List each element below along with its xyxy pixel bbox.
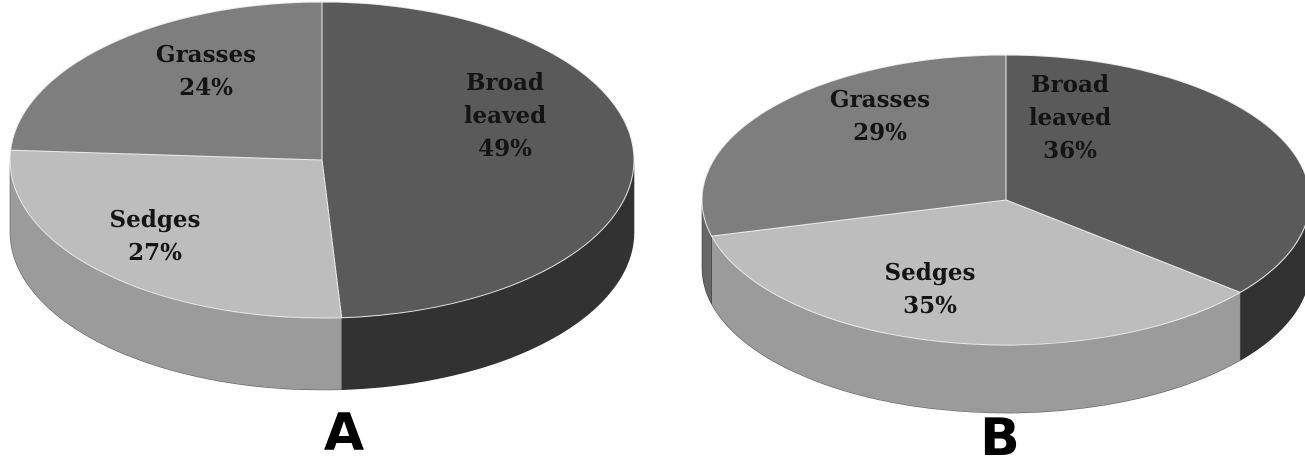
slice-label-line: Sedges — [885, 259, 976, 286]
pie-slice-sedges — [9, 149, 343, 319]
pie-slice-broad-leaved — [1005, 54, 1305, 293]
pie-chart-b: Broad leaved 36% Sedges 35% Grasses 29% B — [701, 54, 1305, 458]
slice-label-sedges: Sedges 27% — [110, 206, 201, 266]
pie-slice-grasses — [10, 1, 323, 161]
pie-top-faces — [701, 54, 1305, 346]
slice-label-line: Sedges — [110, 206, 201, 233]
pie-slice-grasses — [701, 54, 1007, 237]
slice-label-line: Grasses — [156, 41, 256, 68]
slice-label-line: Broad — [1031, 71, 1109, 98]
slice-label-grasses: Grasses 29% — [830, 86, 930, 146]
slice-label-line: 36% — [1043, 137, 1097, 164]
slice-label-line: Grasses — [830, 86, 930, 113]
slice-label-broad-leaved: Broad leaved 36% — [1029, 71, 1111, 164]
slice-label-line: 24% — [179, 74, 233, 101]
pie-slice-sedges — [710, 199, 1242, 346]
pie-chart-a: Broad leaved 49% Sedges 27% Grasses 24% A — [9, 1, 635, 458]
pie-slice-broad-leaved — [321, 1, 635, 319]
slice-label-line: Broad — [466, 69, 544, 96]
slice-label-sedges: Sedges 35% — [885, 259, 976, 319]
slice-label-line: leaved — [464, 102, 546, 129]
slice-label-line: 29% — [853, 119, 907, 146]
slice-label-line: 49% — [478, 135, 532, 162]
slice-label-broad-leaved: Broad leaved 49% — [464, 69, 546, 162]
pie-top-faces — [9, 1, 635, 319]
slice-label-grasses: Grasses 24% — [156, 41, 256, 101]
slice-label-line: 27% — [128, 239, 182, 266]
panel-label-b: B — [980, 408, 1020, 458]
panel-label-a: A — [324, 403, 364, 458]
slice-label-line: leaved — [1029, 104, 1111, 131]
slice-label-line: 35% — [903, 292, 957, 319]
